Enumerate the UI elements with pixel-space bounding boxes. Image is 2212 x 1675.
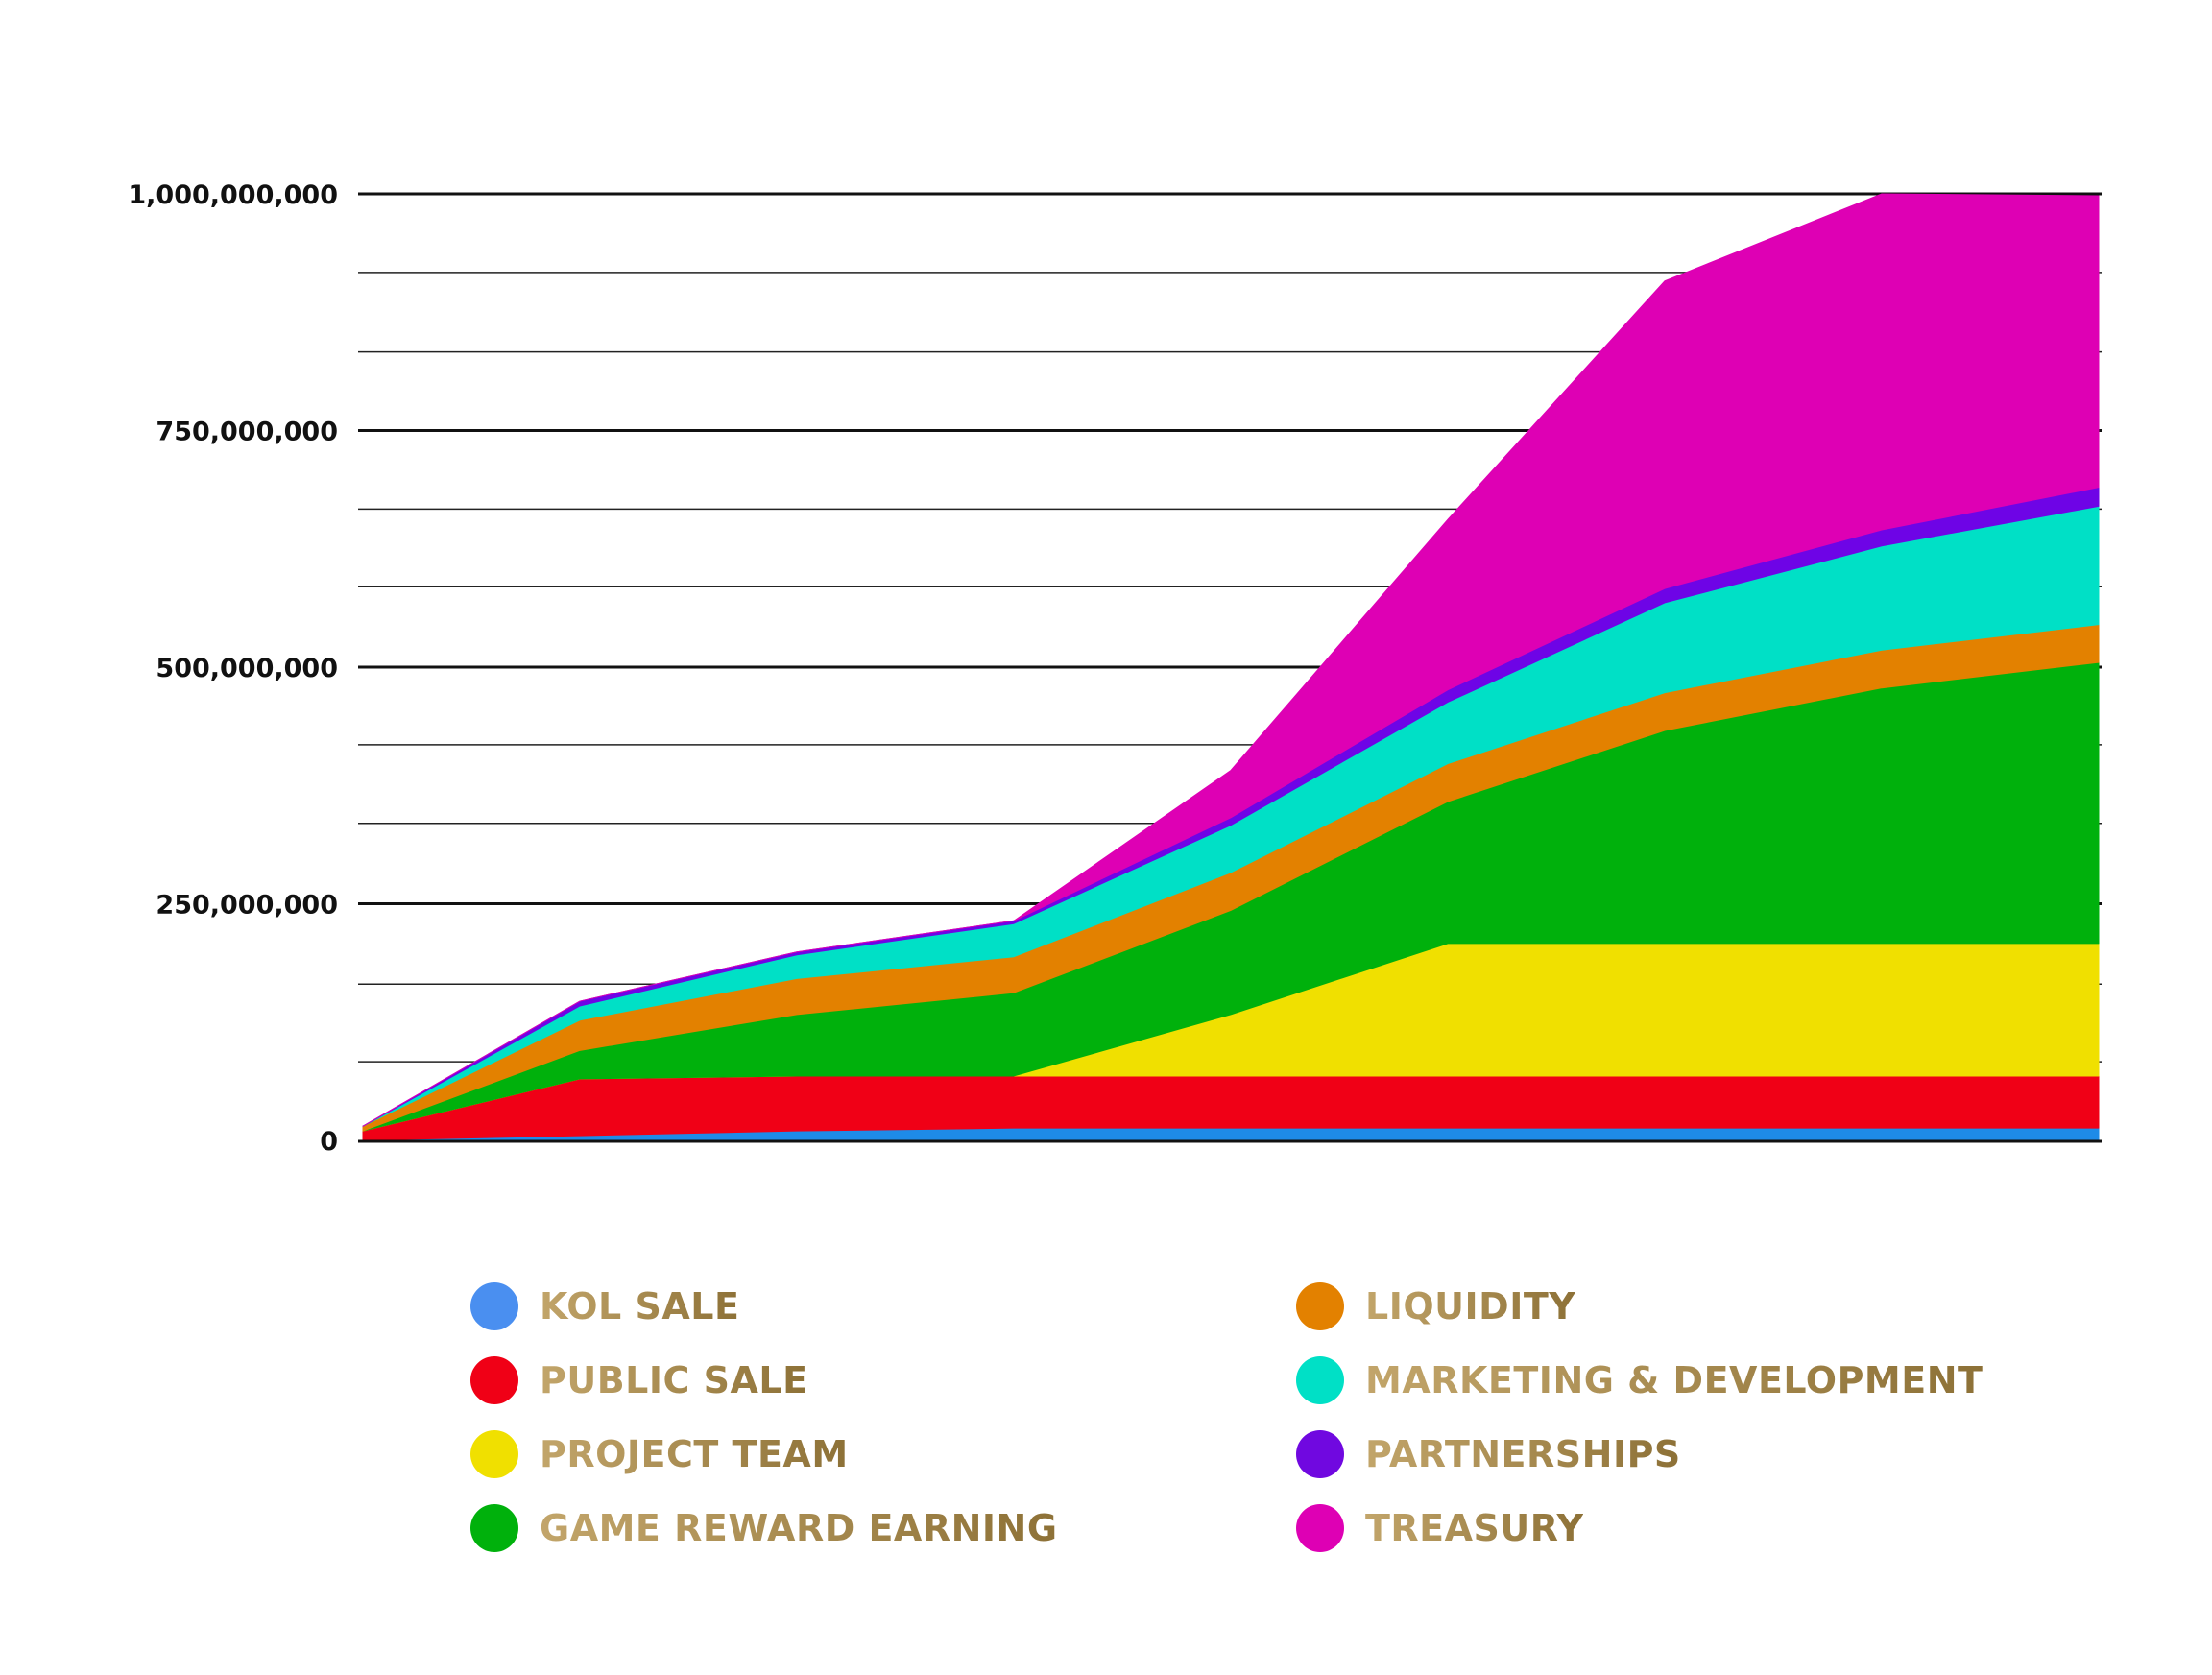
area-series-treasury (362, 193, 2100, 1127)
y-axis-ticks: 0 250,000,000 500,000,000 750,000,000 1,000,… (128, 180, 2102, 1157)
y-tick-label: 0 (320, 1127, 338, 1157)
y-tick-label: 750,000,000 (156, 418, 338, 447)
y-tick-label: 1,000,000,000 (128, 180, 338, 210)
y-tick-label: 500,000,000 (156, 654, 338, 683)
area-series (362, 193, 2100, 1141)
y-tick-label: 250,000,000 (156, 891, 338, 921)
